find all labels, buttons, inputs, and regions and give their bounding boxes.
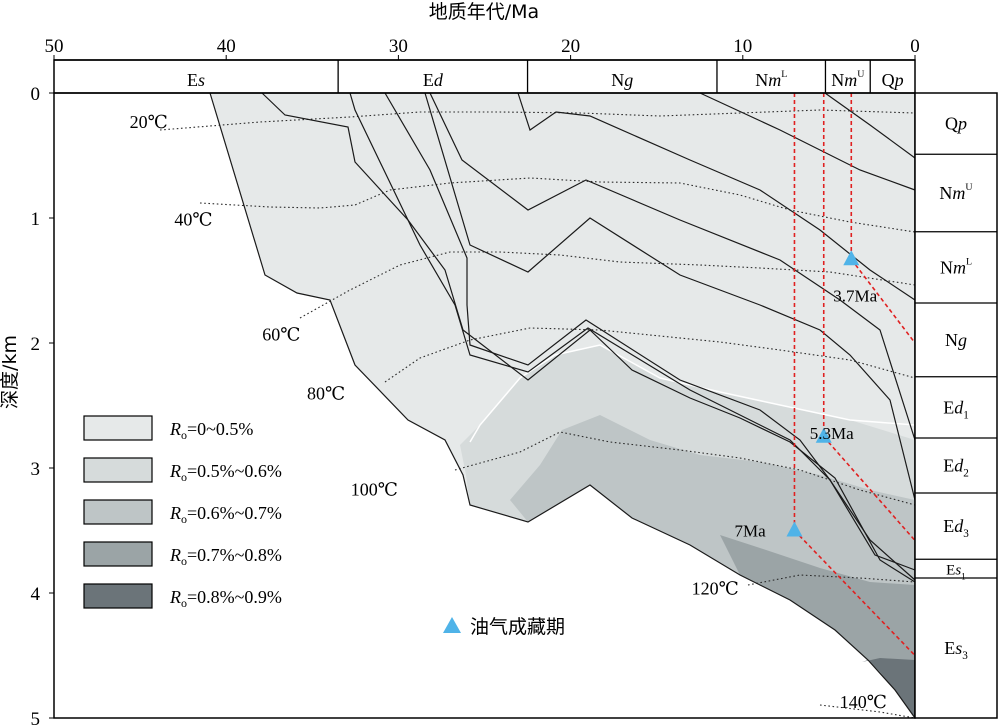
chart-frame: [49, 55, 998, 719]
strata-label: Qp: [945, 114, 967, 134]
period-label: Ng: [611, 70, 633, 90]
isotherm-label: 20℃: [130, 112, 168, 132]
legend-label: Ro=0.5%~0.6%: [169, 461, 282, 484]
burial-curve-5: [424, 92, 916, 501]
burial-curve-6: [429, 92, 916, 441]
event-marker: [843, 250, 860, 266]
strata-label: Ed2: [943, 456, 969, 480]
y-tick-label: 5: [31, 709, 41, 728]
burial-curve-2: [261, 92, 916, 583]
isotherm-label: 100℃: [351, 480, 398, 500]
event-legend-marker: [443, 617, 461, 633]
legend-label: Ro=0.7%~0.8%: [169, 545, 282, 568]
legend-label: Ro=0.8%~0.9%: [169, 587, 282, 610]
strata-label: Ed1: [943, 397, 969, 421]
event-marker: [815, 427, 832, 443]
isotherm-label: 40℃: [174, 210, 212, 230]
event-migration-line: [793, 529, 916, 657]
x-tick-label: 30: [389, 36, 408, 57]
isotherm-label: 120℃: [692, 578, 739, 598]
event-marker: [786, 521, 803, 537]
isotherm-labels: 20℃ 40℃ 60℃ 80℃ 100℃ 120℃ 140℃: [130, 112, 887, 712]
event-label: 5.3Ma: [810, 424, 854, 443]
burial-curve-1: [209, 92, 916, 719]
event-legend-label: 油气成藏期: [470, 616, 565, 638]
strata-label: Es1: [946, 563, 966, 583]
strata-label: NmL: [940, 256, 972, 277]
maturity-zone-5: [862, 658, 915, 718]
burial-curve-4: [384, 92, 916, 571]
x-tick-labels: 50 40 30 20 10 0: [45, 36, 920, 57]
y-tick-label: 3: [31, 459, 41, 480]
x-tick-label: 10: [733, 36, 752, 57]
isotherm-6: [747, 574, 916, 586]
period-label: NmL: [755, 69, 787, 90]
strata-label: Ed3: [943, 516, 969, 540]
event-label: 3.7Ma: [833, 286, 877, 305]
x-tick-label: 0: [910, 36, 920, 57]
legend-swatch: [83, 415, 153, 441]
strata-label: NmU: [939, 182, 972, 203]
maturity-zone-3: [510, 415, 915, 718]
legend-swatch: [83, 499, 153, 525]
event-label: 7Ma: [734, 522, 766, 541]
accumulation-event-layer: [786, 93, 916, 657]
y-axis-title: 深度/km: [0, 335, 21, 409]
y-tick-label: 0: [31, 84, 41, 105]
y-tick-label: 4: [31, 584, 41, 605]
ro-boundary-line: [469, 344, 916, 443]
event-legend: 油气成藏期: [443, 616, 565, 638]
event-migration-line: [850, 258, 916, 344]
burial-curve-9: [824, 92, 916, 159]
present-strata-column: Qp NmU NmL Ng Ed1 Ed2 Ed3 Es1 Es3: [939, 114, 972, 662]
x-axis-title: 地质年代/Ma: [429, 1, 539, 23]
y-tick-labels: 0 1 2 3 4 5: [31, 84, 41, 728]
period-label: Qp: [882, 70, 904, 90]
x-tick-label: 20: [561, 36, 580, 57]
period-header: Es Ed Ng NmL NmU Qp: [187, 69, 904, 90]
period-label: Ed: [423, 70, 444, 90]
legend: Ro=0~0.5% Ro=0.5%~0.6% Ro=0.6%~0.7% Ro=0.7%…: [83, 415, 282, 610]
legend-label: Ro=0.6%~0.7%: [169, 503, 282, 526]
isotherm-label: 60℃: [262, 325, 300, 345]
period-label: NmU: [831, 69, 864, 90]
event-labels: 3.7Ma 5.3Ma 7Ma: [734, 286, 877, 540]
legend-swatch: [83, 541, 153, 567]
strata-label: Es3: [944, 638, 968, 662]
burial-curve-8: [699, 92, 916, 191]
x-tick-label: 40: [217, 36, 236, 57]
legend-swatch: [83, 583, 153, 609]
x-tick-label: 50: [45, 36, 64, 57]
event-migration-line: [823, 436, 916, 542]
period-label: Es: [187, 70, 205, 90]
legend-label: Ro=0~0.5%: [169, 419, 253, 442]
isotherm-label: 140℃: [840, 692, 887, 712]
legend-swatch: [83, 457, 153, 483]
y-tick-label: 1: [31, 209, 41, 230]
strata-column-border: [914, 92, 998, 719]
isotherm-7: [819, 704, 916, 719]
isotherm-label: 80℃: [307, 383, 345, 403]
y-tick-label: 2: [31, 334, 41, 355]
strata-label: Ng: [945, 330, 967, 350]
